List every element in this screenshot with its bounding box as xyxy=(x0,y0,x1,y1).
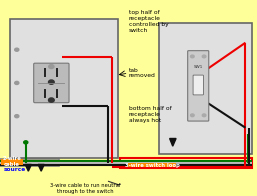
Text: source: source xyxy=(4,167,26,172)
Text: 3-wire cable to run neutral
through to the switch: 3-wire cable to run neutral through to t… xyxy=(50,183,120,194)
FancyBboxPatch shape xyxy=(128,163,176,167)
Text: 3-wire switch loop: 3-wire switch loop xyxy=(125,162,180,168)
Polygon shape xyxy=(170,139,176,146)
FancyBboxPatch shape xyxy=(188,51,209,121)
Bar xyxy=(159,23,252,154)
Circle shape xyxy=(190,55,194,58)
Text: top half of
receptacle
controlled by
switch: top half of receptacle controlled by swi… xyxy=(128,10,168,33)
FancyBboxPatch shape xyxy=(34,63,69,103)
FancyBboxPatch shape xyxy=(193,75,203,95)
Polygon shape xyxy=(25,164,31,171)
Circle shape xyxy=(15,115,19,118)
Bar xyxy=(10,19,118,158)
Text: SW1: SW1 xyxy=(194,65,203,69)
Bar xyxy=(0,159,59,166)
Text: tab
removed: tab removed xyxy=(128,68,155,78)
Polygon shape xyxy=(38,164,44,171)
Circle shape xyxy=(202,55,206,58)
Text: bottom half of
receptacle
always hot: bottom half of receptacle always hot xyxy=(128,106,171,123)
Circle shape xyxy=(49,98,54,102)
Circle shape xyxy=(49,65,54,69)
Bar xyxy=(120,159,252,169)
Circle shape xyxy=(24,141,28,144)
Circle shape xyxy=(49,80,54,84)
Circle shape xyxy=(190,114,194,117)
Circle shape xyxy=(202,114,206,117)
Text: 2-wire
cable: 2-wire cable xyxy=(3,156,22,167)
Circle shape xyxy=(15,81,19,84)
FancyBboxPatch shape xyxy=(1,159,23,165)
Circle shape xyxy=(15,48,19,51)
Circle shape xyxy=(49,98,54,102)
